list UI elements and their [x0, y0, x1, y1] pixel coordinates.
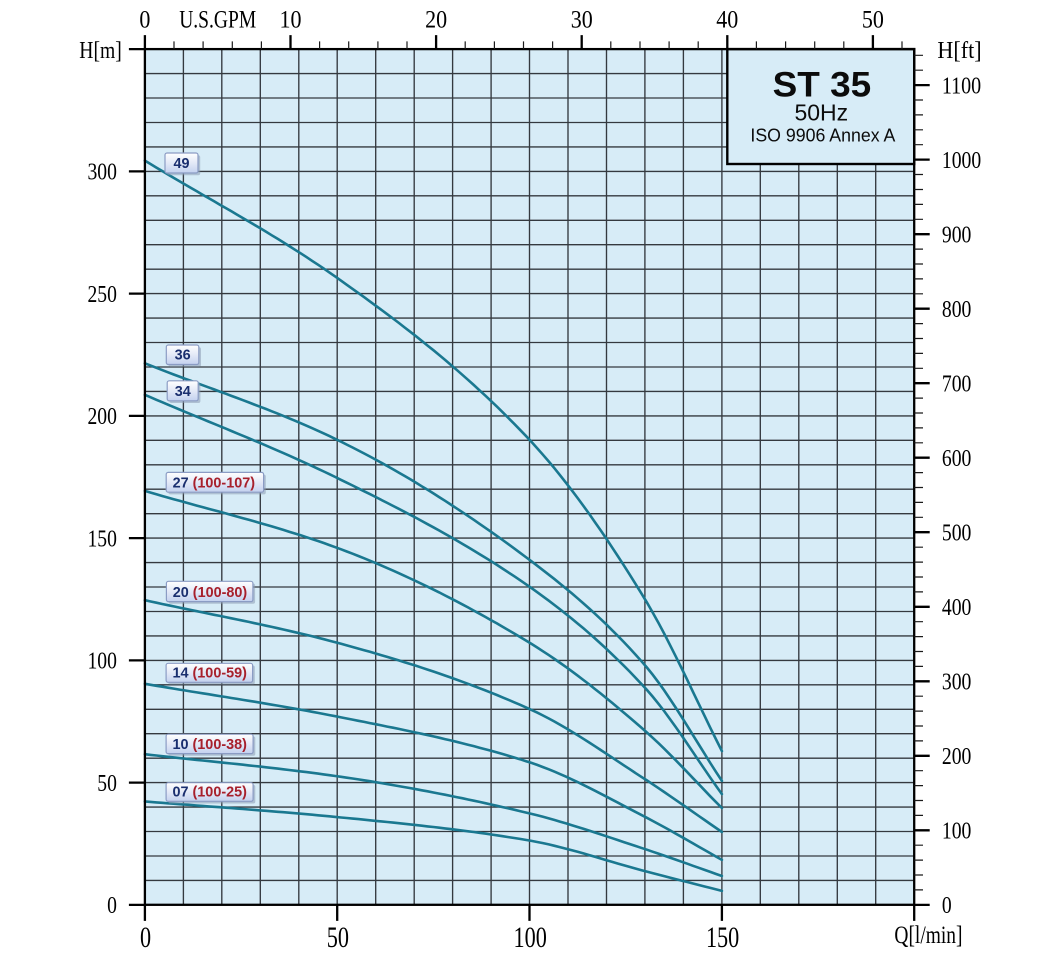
svg-text:ST 35: ST 35 — [773, 66, 872, 105]
svg-text:30: 30 — [571, 6, 593, 33]
svg-text:50: 50 — [97, 770, 117, 797]
svg-text:07 (100-25): 07 (100-25) — [173, 785, 248, 801]
svg-text:150: 150 — [706, 921, 739, 954]
svg-text:100: 100 — [942, 818, 972, 845]
svg-text:50: 50 — [862, 6, 884, 33]
svg-text:0: 0 — [107, 892, 117, 919]
svg-text:900: 900 — [942, 221, 972, 248]
svg-text:10: 10 — [280, 6, 302, 33]
svg-text:0: 0 — [140, 921, 151, 954]
svg-text:0: 0 — [139, 6, 150, 33]
svg-text:500: 500 — [942, 519, 972, 546]
svg-text:H[ft]: H[ft] — [937, 37, 981, 64]
svg-text:300: 300 — [942, 669, 972, 696]
svg-text:150: 150 — [88, 525, 117, 552]
svg-text:600: 600 — [942, 445, 972, 472]
svg-text:400: 400 — [942, 594, 972, 621]
svg-text:100: 100 — [88, 648, 117, 675]
svg-text:ISO 9906 Annex A: ISO 9906 Annex A — [750, 125, 895, 145]
svg-text:50: 50 — [327, 921, 349, 954]
svg-text:250: 250 — [88, 281, 117, 308]
svg-text:300: 300 — [88, 159, 117, 186]
svg-text:27 (100-107): 27 (100-107) — [173, 475, 256, 491]
svg-text:1000: 1000 — [942, 147, 981, 174]
svg-text:H[m]: H[m] — [79, 37, 122, 64]
svg-text:50Hz: 50Hz — [794, 100, 848, 126]
svg-text:20: 20 — [425, 6, 447, 33]
svg-text:700: 700 — [942, 370, 972, 397]
svg-text:36: 36 — [175, 348, 191, 364]
svg-text:10 (100-38): 10 (100-38) — [173, 737, 248, 753]
svg-text:40: 40 — [716, 6, 738, 33]
svg-text:800: 800 — [942, 296, 972, 323]
svg-text:0: 0 — [942, 892, 952, 919]
svg-text:20 (100-80): 20 (100-80) — [173, 585, 248, 601]
svg-text:200: 200 — [942, 743, 972, 770]
svg-text:100: 100 — [514, 921, 547, 954]
svg-text:49: 49 — [173, 156, 189, 172]
svg-text:Q[l/min]: Q[l/min] — [894, 922, 962, 949]
svg-text:200: 200 — [88, 403, 117, 430]
svg-text:U.S.GPM: U.S.GPM — [179, 6, 256, 33]
svg-text:34: 34 — [175, 384, 191, 400]
svg-text:1100: 1100 — [942, 72, 981, 99]
svg-text:14 (100-59): 14 (100-59) — [173, 666, 248, 682]
